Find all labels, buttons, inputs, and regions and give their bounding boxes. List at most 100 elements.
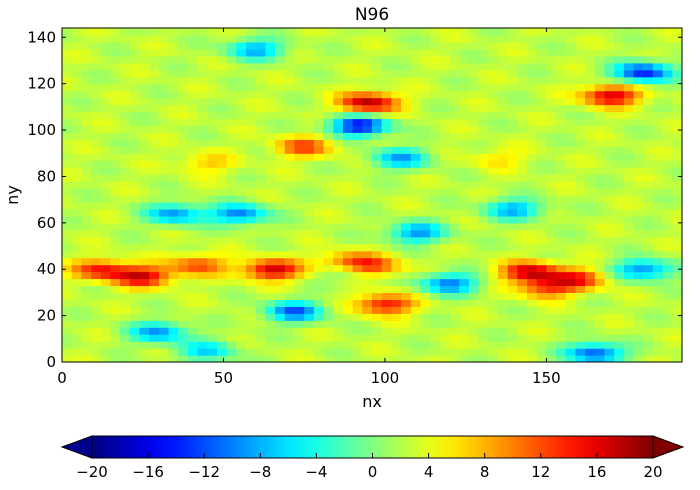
heatmap-cell	[468, 348, 480, 356]
heatmap-cell	[652, 243, 664, 252]
heatmap-cell	[420, 285, 431, 294]
heatmap-cell	[585, 139, 596, 147]
heatmap-cell	[129, 215, 141, 224]
heatmap-cell	[633, 111, 644, 120]
heatmap-cell	[120, 341, 131, 349]
heatmap-cell	[585, 264, 596, 273]
heatmap-cell	[149, 34, 160, 43]
heatmap-cell	[372, 355, 383, 362]
heatmap-cell	[352, 306, 363, 314]
heatmap-cell	[672, 292, 682, 300]
heatmap-cell	[546, 341, 557, 349]
heatmap-cell	[265, 55, 276, 64]
heatmap-cell	[585, 201, 596, 210]
heatmap-cell	[507, 146, 518, 154]
heatmap-cell	[246, 132, 257, 140]
heatmap-cell	[604, 264, 615, 273]
heatmap-cell	[236, 271, 247, 280]
heatmap-cell	[323, 153, 334, 161]
heatmap-cell	[187, 195, 199, 203]
heatmap-cell	[255, 41, 267, 50]
heatmap-cell	[207, 48, 218, 57]
heatmap-cell	[217, 41, 228, 50]
heatmap-cell	[623, 271, 635, 280]
heatmap-cell	[342, 243, 354, 252]
heatmap-cell	[517, 132, 528, 140]
heatmap-cell	[662, 215, 673, 224]
heatmap-cell	[362, 174, 373, 182]
heatmap-cell	[236, 139, 247, 147]
heatmap-cell	[275, 97, 286, 106]
heatmap-cell	[459, 243, 470, 252]
heatmap-cell	[478, 236, 489, 245]
heatmap-cell	[372, 195, 383, 203]
heatmap-cell	[265, 118, 276, 127]
heatmap-cell	[517, 111, 528, 120]
heatmap-cell	[401, 62, 412, 71]
heatmap-cell	[71, 111, 82, 120]
heatmap-cell	[410, 41, 422, 50]
heatmap-cell	[178, 208, 189, 217]
heatmap-cell	[323, 250, 334, 259]
heatmap-cell	[546, 174, 557, 182]
heatmap-cell	[488, 83, 499, 92]
heatmap-cell	[62, 69, 73, 78]
heatmap-cell	[236, 250, 247, 259]
heatmap-cell	[468, 236, 480, 245]
heatmap-cell	[342, 250, 354, 259]
heatmap-cell	[430, 41, 441, 50]
heatmap-cell	[168, 278, 179, 287]
heatmap-cell	[517, 195, 528, 203]
heatmap-cell	[662, 250, 673, 259]
heatmap-cell	[226, 41, 237, 50]
heatmap-cell	[497, 62, 509, 71]
heatmap-cell	[672, 243, 682, 252]
heatmap-cell	[304, 236, 315, 245]
heatmap-cell	[575, 257, 586, 266]
heatmap-cell	[333, 132, 344, 140]
heatmap-cell	[313, 34, 325, 43]
heatmap-cell	[633, 271, 644, 280]
heatmap-cell	[565, 69, 577, 78]
heatmap-cell	[265, 229, 276, 238]
heatmap-cell	[672, 62, 682, 71]
heatmap-cell	[439, 285, 451, 294]
heatmap-cell	[372, 250, 383, 259]
heatmap-cell	[265, 28, 276, 36]
heatmap-cell	[342, 174, 354, 182]
heatmap-cell	[536, 264, 547, 273]
heatmap-cell	[497, 236, 509, 245]
heatmap-cell	[304, 208, 315, 217]
heatmap-cell	[207, 320, 218, 328]
heatmap-cell	[527, 167, 538, 175]
heatmap-cell	[643, 355, 654, 362]
heatmap-cell	[410, 62, 422, 71]
heatmap-cell	[81, 28, 92, 36]
heatmap-cell	[449, 83, 460, 92]
heatmap-cell	[149, 139, 160, 147]
heatmap-cell	[62, 215, 73, 224]
heatmap-cell	[420, 264, 431, 273]
heatmap-cell	[304, 348, 315, 356]
heatmap-cell	[439, 299, 451, 307]
heatmap-cell	[585, 76, 596, 85]
heatmap-cell	[226, 55, 237, 64]
heatmap-cell	[459, 236, 470, 245]
heatmap-cell	[507, 41, 518, 50]
heatmap-cell	[129, 264, 141, 273]
heatmap-cell	[362, 334, 373, 342]
heatmap-cell	[197, 34, 208, 43]
heatmap-cell	[633, 341, 644, 349]
heatmap-cell	[91, 76, 102, 85]
heatmap-cell	[226, 320, 237, 328]
heatmap-cell	[139, 243, 150, 252]
heatmap-cell	[246, 55, 257, 64]
heatmap-cell	[672, 201, 682, 210]
heatmap-cell	[488, 271, 499, 280]
heatmap-cell	[168, 236, 179, 245]
heatmap-cell	[410, 334, 422, 342]
heatmap-cell	[488, 69, 499, 78]
heatmap-cell	[304, 28, 315, 36]
heatmap-cell	[284, 313, 296, 321]
heatmap-cell	[129, 236, 141, 245]
